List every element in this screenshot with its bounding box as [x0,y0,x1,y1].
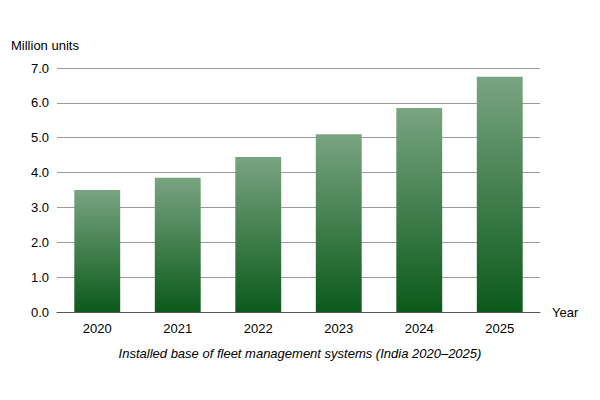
svg-text:4.0: 4.0 [31,165,49,180]
svg-text:6.0: 6.0 [31,95,49,110]
svg-text:2021: 2021 [163,321,192,336]
svg-text:5.0: 5.0 [31,130,49,145]
svg-text:2020: 2020 [83,321,112,336]
svg-text:0.0: 0.0 [31,305,49,320]
svg-text:3.0: 3.0 [31,200,49,215]
svg-text:2022: 2022 [244,321,273,336]
svg-text:7.0: 7.0 [31,61,49,76]
svg-text:2025: 2025 [485,321,514,336]
svg-text:2.0: 2.0 [31,235,49,250]
svg-text:1.0: 1.0 [31,270,49,285]
svg-text:Million units: Million units [11,38,79,53]
svg-text:2024: 2024 [405,321,434,336]
svg-text:2023: 2023 [324,321,353,336]
svg-text:Installed base of fleet manage: Installed base of fleet management syste… [119,346,482,361]
svg-text:Year: Year [552,305,579,320]
